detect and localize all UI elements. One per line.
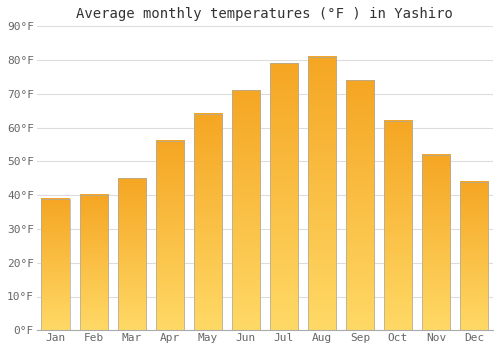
Bar <box>232 90 260 330</box>
Bar <box>80 195 108 330</box>
Bar <box>118 178 146 330</box>
Bar <box>422 155 450 330</box>
Bar <box>460 182 488 330</box>
Bar <box>42 198 70 330</box>
Bar <box>156 141 184 330</box>
Bar <box>346 80 374 330</box>
Bar <box>308 57 336 330</box>
Bar <box>270 63 298 330</box>
Bar <box>384 121 412 330</box>
Title: Average monthly temperatures (°F ) in Yashiro: Average monthly temperatures (°F ) in Ya… <box>76 7 454 21</box>
Bar <box>194 114 222 330</box>
